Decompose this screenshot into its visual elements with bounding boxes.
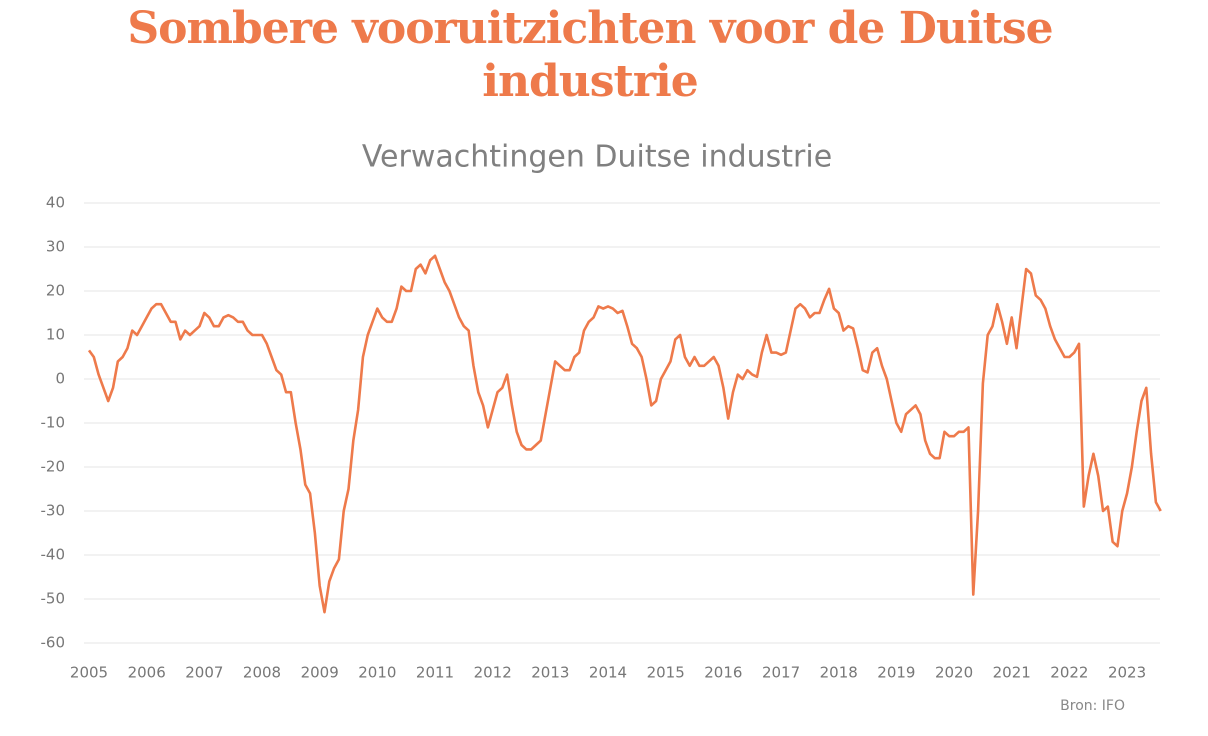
- x-tick-label: 2015: [647, 664, 685, 682]
- y-tick-label: 20: [46, 282, 65, 300]
- x-tick-label: 2006: [128, 664, 166, 682]
- x-tick-label: 2022: [1050, 664, 1088, 682]
- x-tick-label: 2020: [935, 664, 973, 682]
- y-tick-label: 0: [55, 370, 65, 388]
- x-tick-label: 2011: [416, 664, 454, 682]
- y-tick-label: -10: [41, 414, 66, 432]
- x-tick-label: 2016: [704, 664, 742, 682]
- x-tick-label: 2014: [589, 664, 627, 682]
- y-tick-label: -20: [41, 458, 66, 476]
- y-tick-label: -50: [41, 590, 66, 608]
- x-tick-label: 2010: [358, 664, 396, 682]
- x-tick-label: 2021: [993, 664, 1031, 682]
- y-tick-label: 10: [46, 326, 65, 344]
- y-tick-label: -60: [41, 634, 66, 652]
- y-tick-label: -30: [41, 502, 66, 520]
- x-tick-label: 2012: [474, 664, 512, 682]
- x-tick-label: 2007: [185, 664, 223, 682]
- chart-title: Sombere vooruitzichten voor de Duitse in…: [127, 3, 1053, 107]
- x-tick-label: 2005: [70, 664, 108, 682]
- x-tick-label: 2019: [877, 664, 915, 682]
- x-tick-label: 2018: [820, 664, 858, 682]
- x-tick-label: 2009: [301, 664, 339, 682]
- x-tick-label: 2017: [762, 664, 800, 682]
- y-tick-label: 30: [46, 238, 65, 256]
- y-tick-label: -40: [41, 546, 66, 564]
- x-tick-label: 2013: [531, 664, 569, 682]
- x-tick-label: 2023: [1108, 664, 1146, 682]
- chart-subtitle: Verwachtingen Duitse industrie: [362, 140, 832, 175]
- x-tick-label: 2008: [243, 664, 281, 682]
- y-tick-label: 40: [46, 194, 65, 212]
- source: Bron: IFO: [1060, 698, 1125, 714]
- line: [87, 254, 1162, 614]
